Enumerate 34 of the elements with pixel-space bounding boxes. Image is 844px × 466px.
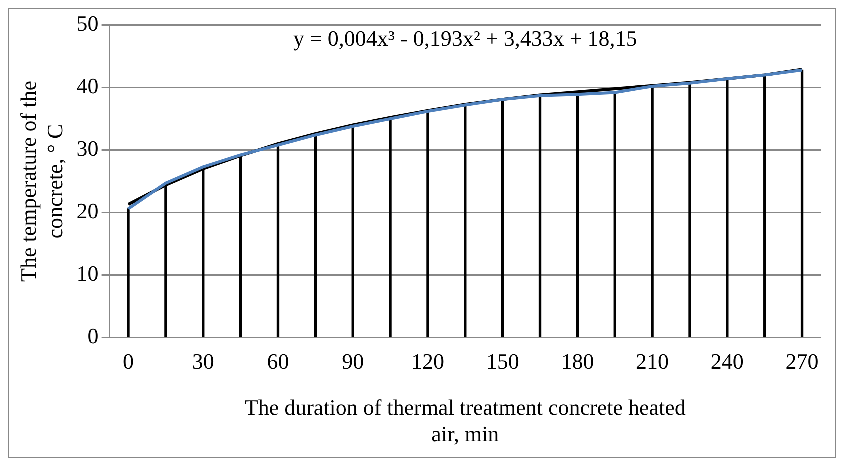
bar — [651, 86, 654, 338]
bar — [127, 208, 130, 338]
annotation: y = 0,004x³ - 0,193x² + 3,433x + 18,15 — [294, 26, 638, 51]
x-tick-label: 240 — [710, 348, 744, 374]
y-axis-title: The temperature of the concrete, ° C — [16, 81, 68, 282]
y-tick-label: 0 — [88, 324, 99, 349]
x-tick-label: 180 — [561, 348, 594, 374]
bar — [688, 83, 692, 338]
x-tick-label: 90 — [342, 348, 364, 374]
x-tick-label: 270 — [786, 348, 819, 374]
bar — [314, 134, 318, 338]
bar — [576, 94, 580, 338]
x-tick-label: 0 — [123, 348, 134, 374]
bar — [502, 99, 504, 338]
y-tick-label: 10 — [76, 261, 99, 286]
y-tick-label: 40 — [76, 74, 99, 98]
bar — [764, 74, 766, 338]
x-tick-label: 120 — [411, 348, 444, 374]
x-tick-label: 60 — [267, 348, 290, 374]
x-tick-label: 150 — [486, 348, 520, 374]
bar — [726, 78, 729, 338]
bar — [538, 96, 542, 338]
x-axis-title: The duration of thermal treatment concrete heated air, min — [244, 395, 686, 447]
bar — [276, 144, 280, 338]
y-tick-label: 50 — [76, 10, 99, 36]
bar — [389, 118, 392, 338]
x-tick-label: 30 — [192, 348, 214, 374]
y-tick-label: 30 — [76, 136, 99, 162]
bar — [426, 111, 430, 338]
bar — [352, 126, 354, 338]
bar — [614, 92, 616, 338]
x-tick-label: 210 — [636, 348, 670, 374]
y-tick-label: 20 — [76, 198, 99, 224]
bar — [464, 104, 467, 338]
